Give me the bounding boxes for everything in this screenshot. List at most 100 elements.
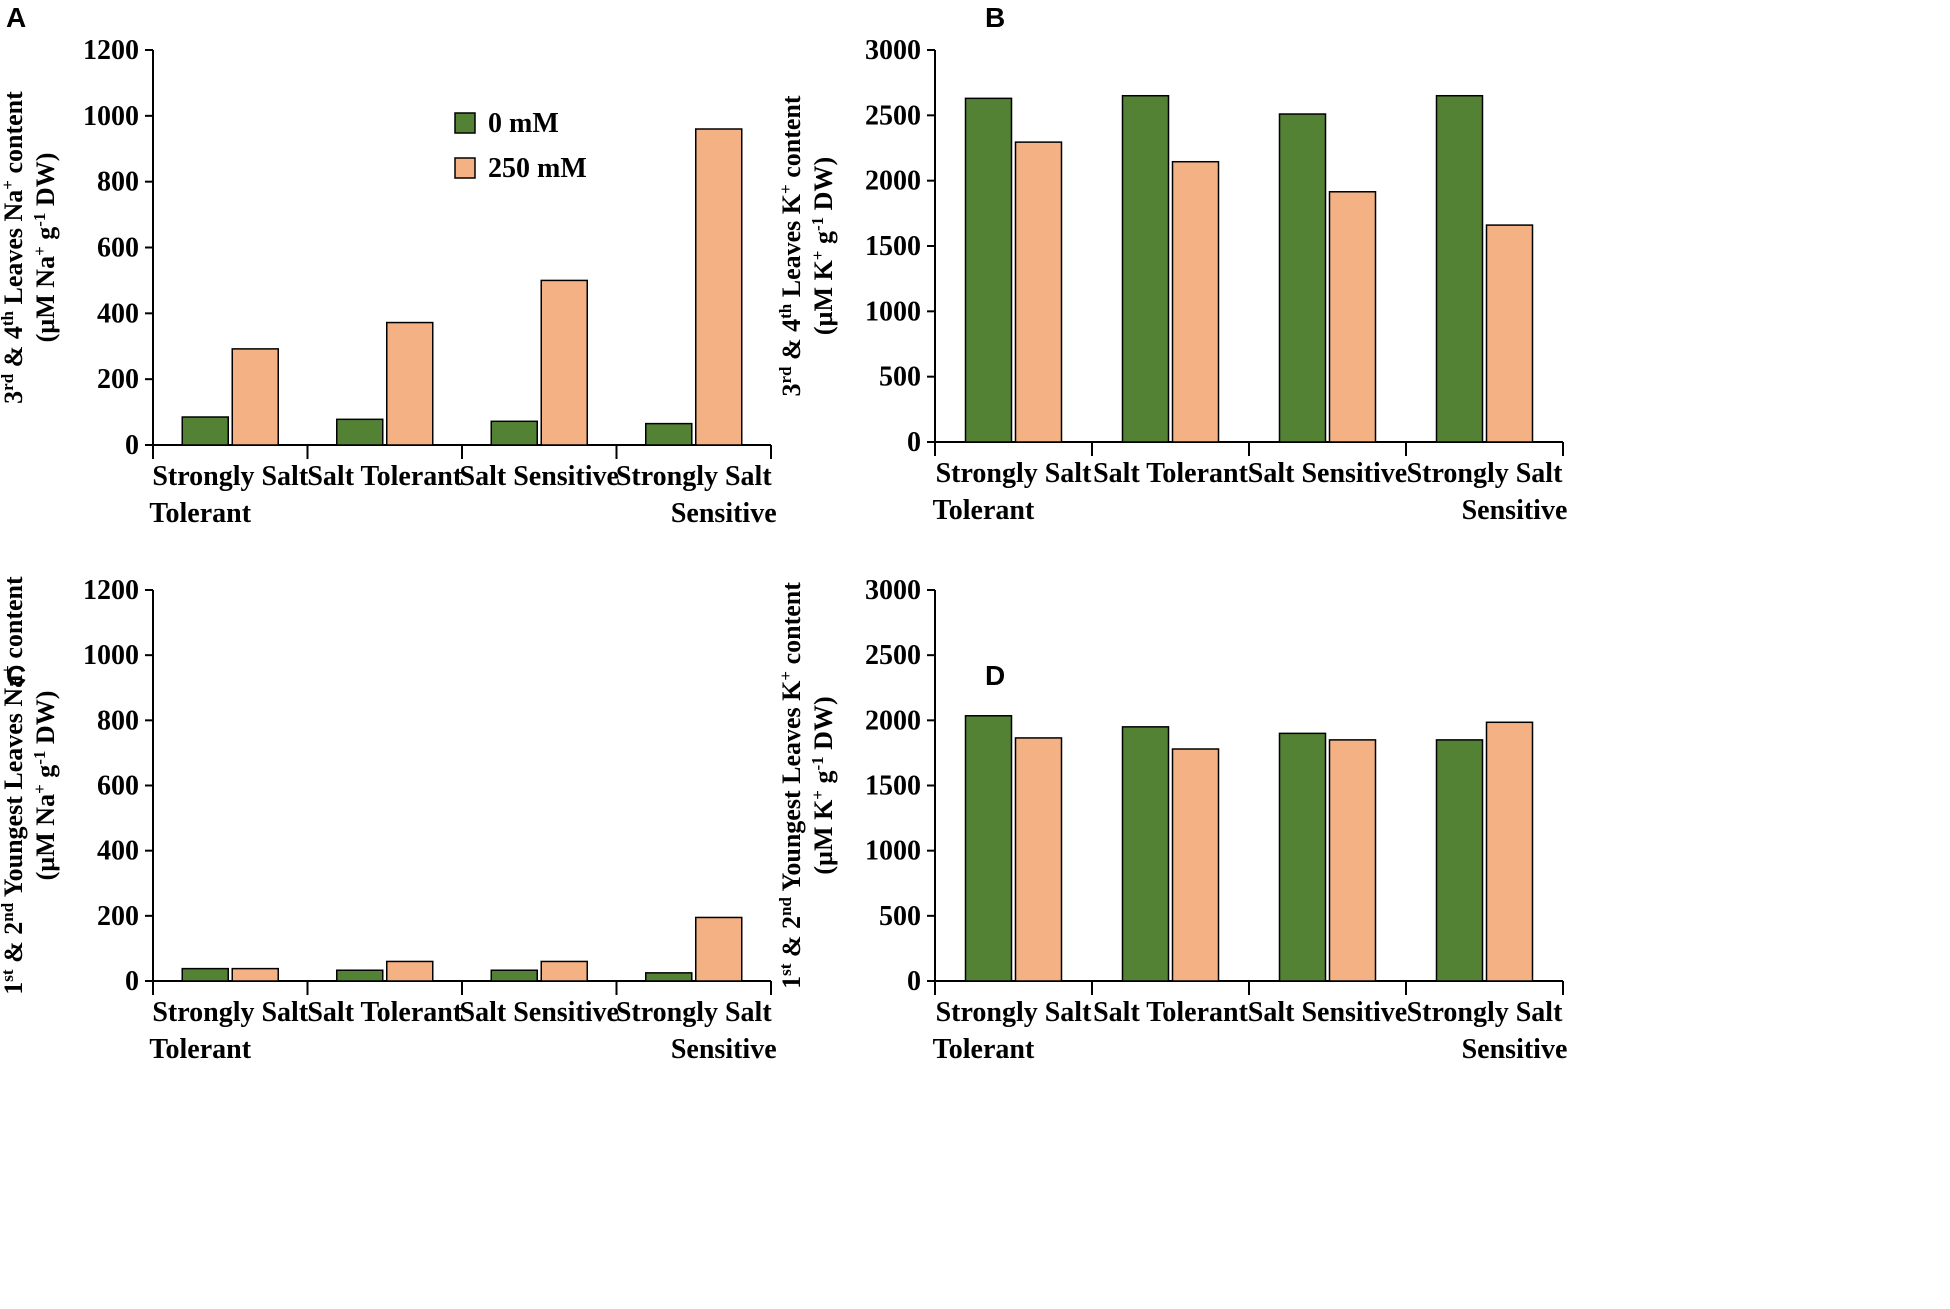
y-axis-title-line2: (µM Na+ g-1 DW) bbox=[30, 691, 61, 881]
x-category-label: Salt Sensitive bbox=[1248, 458, 1407, 489]
bar-0mm bbox=[181, 967, 229, 982]
y-tick-label: 0 bbox=[125, 966, 139, 997]
x-category-label: Salt Tolerant bbox=[307, 461, 462, 492]
bar-0mm bbox=[336, 969, 384, 982]
bar-250mm bbox=[540, 960, 588, 982]
x-category-label: Tolerant bbox=[933, 495, 1035, 526]
bar-0mm bbox=[1121, 94, 1170, 443]
y-tick-label: 1500 bbox=[865, 771, 921, 802]
bar-250mm bbox=[386, 321, 434, 446]
x-category-label: Salt Sensitive bbox=[460, 997, 619, 1028]
x-category-label: Strongly Salt bbox=[1407, 458, 1564, 489]
bar-250mm bbox=[1328, 191, 1377, 443]
bar-250mm bbox=[1014, 737, 1063, 982]
x-category-label: Salt Sensitive bbox=[1248, 997, 1407, 1028]
y-tick-label: 200 bbox=[97, 901, 139, 932]
y-axis-title-line1: 3rd & 4th Leaves K+ content bbox=[776, 95, 807, 396]
bar-0mm bbox=[964, 97, 1013, 443]
bar-250mm bbox=[1485, 721, 1534, 982]
bar-0mm bbox=[1435, 94, 1484, 443]
x-category-label: Salt Tolerant bbox=[1093, 458, 1248, 489]
panel-letter-d: D bbox=[985, 660, 1006, 691]
y-tick-label: 600 bbox=[97, 771, 139, 802]
x-category-label: Strongly Salt bbox=[152, 461, 309, 492]
y-tick-label: 400 bbox=[97, 836, 139, 867]
chart-panel-b: 0 500 1000 1500 2000 2500 3000 Strongly Salt Tol… bbox=[776, 35, 1568, 526]
y-tick-label: 0 bbox=[125, 430, 139, 461]
y-tick-label: 1000 bbox=[83, 640, 139, 671]
legend-swatch-0mm bbox=[454, 112, 476, 134]
y-axis-title-line2: (µM K+ g-1 DW) bbox=[808, 696, 839, 874]
y-tick-label: 2000 bbox=[865, 705, 921, 736]
bar-0mm bbox=[645, 972, 693, 982]
bar-250mm bbox=[386, 960, 434, 982]
bar-0mm bbox=[1278, 732, 1327, 982]
x-category-label: Strongly Salt bbox=[936, 997, 1093, 1028]
bar-250mm bbox=[1328, 739, 1377, 982]
x-category-label: Tolerant bbox=[933, 1034, 1035, 1065]
y-tick-label: 0 bbox=[907, 427, 921, 458]
x-category-label: Tolerant bbox=[149, 1034, 251, 1065]
y-axis-title-line1: 1st & 2nd Youngest Leaves K+ content bbox=[776, 582, 807, 989]
bar-250mm bbox=[540, 279, 588, 446]
x-category-label: Sensitive bbox=[671, 1034, 777, 1065]
y-tick-label: 1000 bbox=[865, 296, 921, 327]
y-tick-label: 2000 bbox=[865, 166, 921, 197]
y-axis-title-line2: (µM K+ g-1 DW) bbox=[808, 157, 839, 335]
chart-panel-a: 0 200 400 600 800 1000 1200 Strongly Salt Tolera… bbox=[0, 35, 777, 529]
y-tick-label: 2500 bbox=[865, 100, 921, 131]
legend-label-250mm: 250 mM bbox=[488, 153, 587, 184]
y-tick-label: 600 bbox=[97, 233, 139, 264]
panel-letter-b: B bbox=[985, 2, 1006, 33]
bar-0mm bbox=[1121, 726, 1170, 982]
bar-250mm bbox=[695, 128, 743, 446]
chart-panel-d: 0 500 1000 1500 2000 2500 3000 Strongly Salt Tol… bbox=[776, 575, 1568, 1065]
x-category-label: Sensitive bbox=[671, 498, 777, 529]
y-tick-label: 1200 bbox=[83, 35, 139, 66]
bar-0mm bbox=[645, 422, 693, 446]
bar-0mm bbox=[490, 420, 538, 446]
legend: 0 mM 250 mM bbox=[454, 108, 587, 184]
chart-panel-c: 0 200 400 600 800 1000 1200 Strongly Salt Tolera… bbox=[0, 575, 777, 1065]
x-category-label: Strongly Salt bbox=[616, 997, 773, 1028]
bar-0mm bbox=[181, 416, 229, 446]
y-tick-label: 1000 bbox=[865, 836, 921, 867]
y-tick-label: 1200 bbox=[83, 575, 139, 606]
y-tick-label: 3000 bbox=[865, 575, 921, 606]
x-category-label: Strongly Salt bbox=[936, 458, 1093, 489]
x-category-label: Sensitive bbox=[1462, 495, 1568, 526]
x-category-label: Tolerant bbox=[149, 498, 251, 529]
bar-0mm bbox=[1435, 739, 1484, 982]
x-category-label: Strongly Salt bbox=[616, 461, 773, 492]
bar-0mm bbox=[964, 715, 1013, 982]
bar-250mm bbox=[695, 916, 743, 982]
y-tick-label: 800 bbox=[97, 705, 139, 736]
x-category-label: Sensitive bbox=[1462, 1034, 1568, 1065]
y-tick-label: 800 bbox=[97, 167, 139, 198]
panel-letter-a: A bbox=[6, 2, 27, 33]
legend-label-0mm: 0 mM bbox=[488, 108, 559, 139]
y-axis-title-line2: (µM Na+ g-1 DW) bbox=[30, 153, 61, 343]
y-tick-label: 400 bbox=[97, 298, 139, 329]
bar-250mm bbox=[1014, 141, 1063, 443]
bar-250mm bbox=[1485, 224, 1534, 443]
x-category-label: Salt Tolerant bbox=[307, 997, 462, 1028]
y-tick-label: 3000 bbox=[865, 35, 921, 66]
y-tick-label: 500 bbox=[879, 901, 921, 932]
y-tick-label: 1500 bbox=[865, 231, 921, 262]
legend-swatch-250mm bbox=[454, 157, 476, 179]
y-axis-title-line1: 1st & 2nd Youngest Leaves Na+ content bbox=[0, 576, 28, 995]
panel-letter-c: C bbox=[6, 660, 27, 691]
bar-0mm bbox=[490, 969, 538, 982]
y-tick-label: 0 bbox=[907, 966, 921, 997]
bar-250mm bbox=[1171, 160, 1220, 443]
bar-250mm bbox=[231, 967, 279, 982]
x-category-label: Strongly Salt bbox=[1407, 997, 1564, 1028]
x-category-label: Salt Tolerant bbox=[1093, 997, 1248, 1028]
bar-250mm bbox=[231, 348, 279, 446]
y-tick-label: 500 bbox=[879, 362, 921, 393]
bar-0mm bbox=[1278, 113, 1327, 443]
y-tick-label: 1000 bbox=[83, 101, 139, 132]
bar-0mm bbox=[336, 418, 384, 446]
